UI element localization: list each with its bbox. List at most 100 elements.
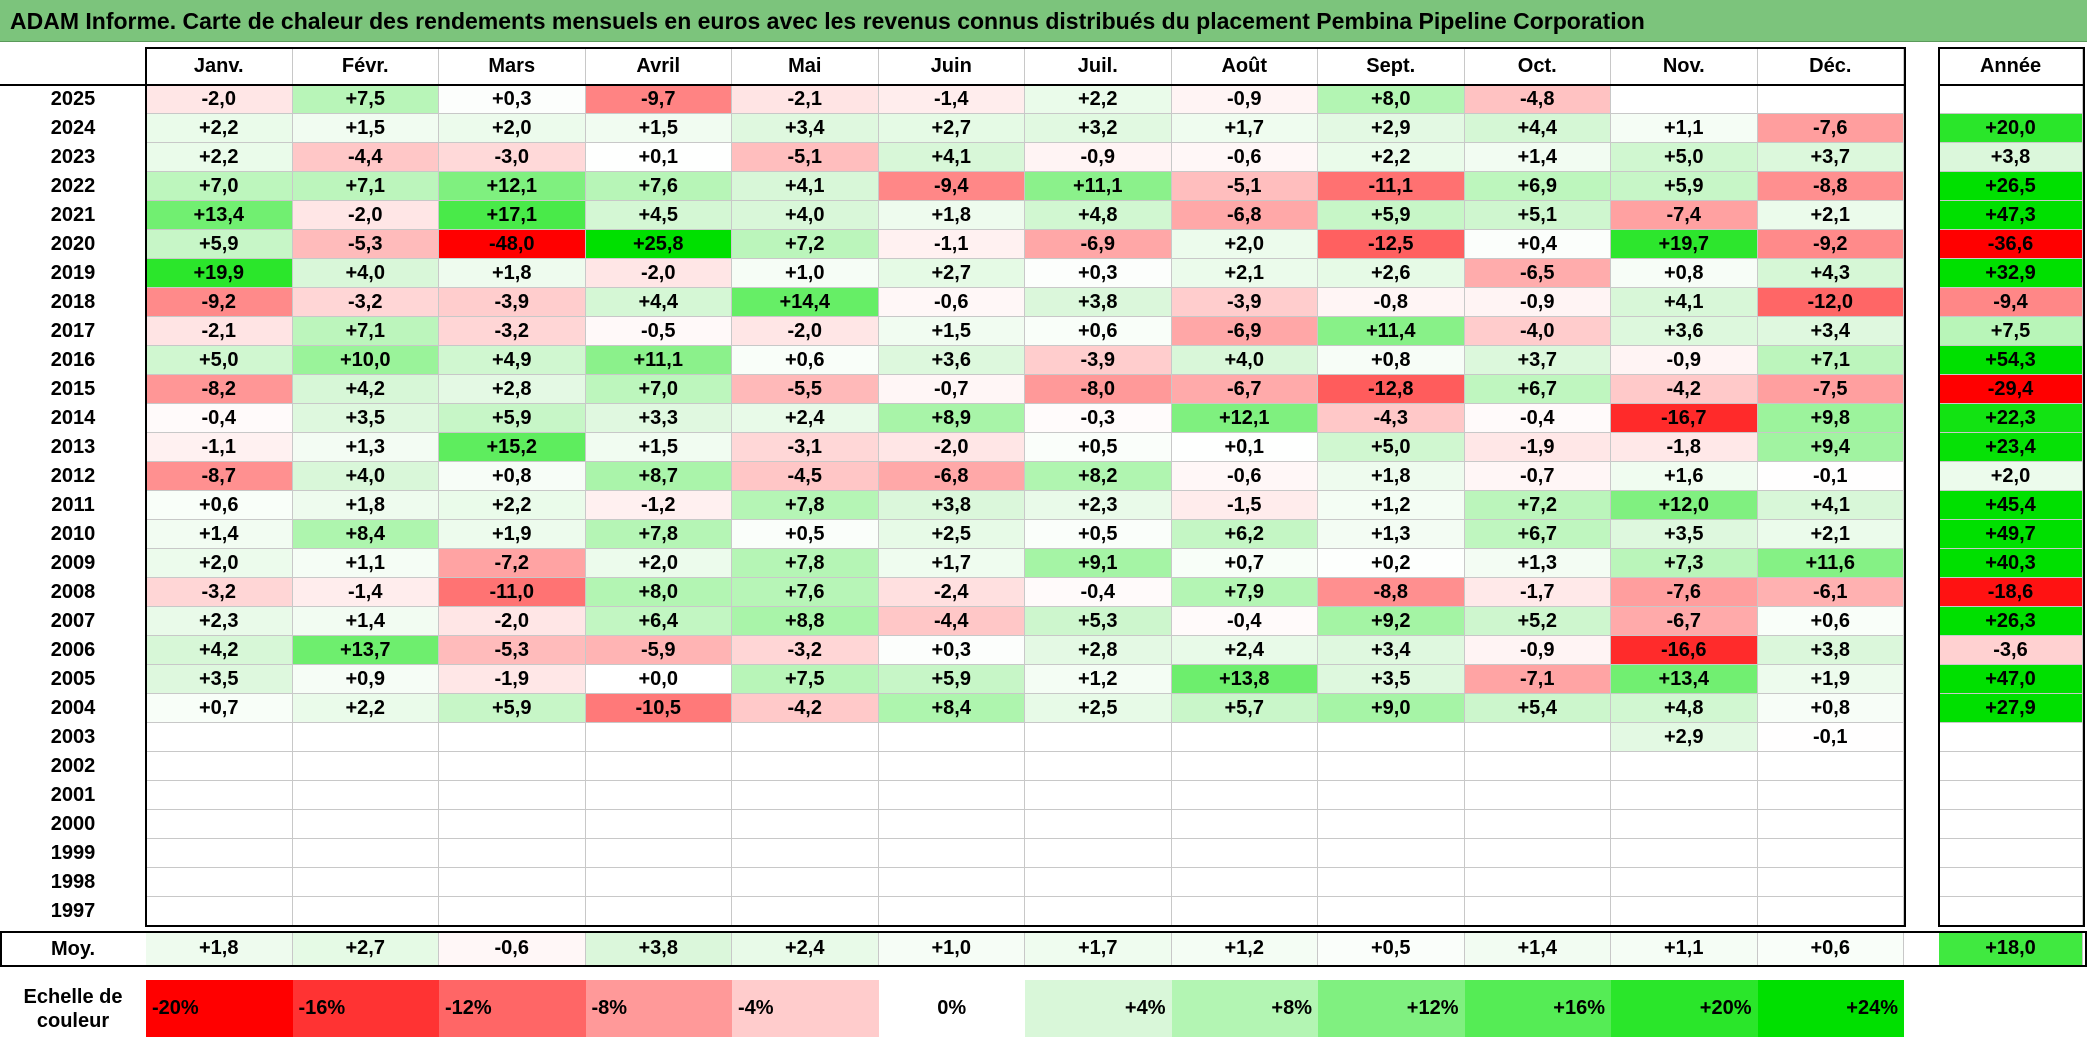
heatmap-cell: -1,8 <box>1611 433 1758 462</box>
year-label: 2002 <box>50 755 96 777</box>
heatmap-cell: +4,9 <box>439 346 586 375</box>
heatmap-cell: -6,5 <box>1464 259 1611 288</box>
heatmap-cell: -2,0 <box>439 607 586 636</box>
heatmap-cell: +3,3 <box>585 404 732 433</box>
heatmap-cell: -4,2 <box>732 694 879 723</box>
average-cell: +1,4 <box>1464 932 1611 966</box>
heatmap-cell: +2,1 <box>1757 201 1904 230</box>
heatmap-cell: +2,7 <box>878 259 1025 288</box>
heatmap-cell: -6,7 <box>1171 375 1318 404</box>
heatmap-cell: +13,4 <box>1611 665 1758 694</box>
heatmap-cell: +2,6 <box>1318 259 1465 288</box>
heatmap-cell: +0,8 <box>1611 259 1758 288</box>
annual-cell: +26,5 <box>1939 172 2083 201</box>
average-cell: +1,0 <box>878 932 1025 966</box>
column-header: Mars <box>439 48 586 84</box>
heatmap-cell: +1,4 <box>1464 143 1611 172</box>
year-label: 2024 <box>50 117 96 139</box>
heatmap-cell: +7,2 <box>732 230 879 259</box>
heatmap-cell: -5,5 <box>732 375 879 404</box>
heatmap-cell: -4,5 <box>732 462 879 491</box>
heatmap-cell: +4,1 <box>732 172 879 201</box>
heatmap-cell <box>878 897 1025 926</box>
heatmap-cell: +1,5 <box>585 114 732 143</box>
heatmap-cell <box>1171 723 1318 752</box>
heatmap-cell: +0,3 <box>439 85 586 114</box>
heatmap-cell: +7,3 <box>1611 549 1758 578</box>
heatmap-cell <box>1318 868 1465 897</box>
heatmap-cell <box>1464 810 1611 839</box>
heatmap-cell: -0,9 <box>1464 288 1611 317</box>
heatmap-cell <box>585 897 732 926</box>
heatmap-cell: +0,1 <box>585 143 732 172</box>
heatmap-cell <box>439 839 586 868</box>
heatmap-cell: +2,9 <box>1318 114 1465 143</box>
heatmap-cell <box>439 781 586 810</box>
heatmap-cell <box>1318 752 1465 781</box>
heatmap-cell: +2,2 <box>1025 85 1172 114</box>
heatmap-cell: +7,8 <box>732 491 879 520</box>
heatmap-cell: +2,0 <box>1171 230 1318 259</box>
heatmap-cell: +1,3 <box>292 433 439 462</box>
heatmap-cell: +2,9 <box>1611 723 1758 752</box>
heatmap-cell: +3,5 <box>292 404 439 433</box>
heatmap-cell: +5,2 <box>1464 607 1611 636</box>
heatmap-cell <box>1025 752 1172 781</box>
heatmap-cell: -9,2 <box>1757 230 1904 259</box>
heatmap-cell <box>1171 810 1318 839</box>
heatmap-cell: -2,0 <box>732 317 879 346</box>
heatmap-cell: -0,4 <box>1171 607 1318 636</box>
heatmap-cell: -0,4 <box>1464 404 1611 433</box>
heatmap-cell: +2,2 <box>292 694 439 723</box>
heatmap-cell: +2,7 <box>878 114 1025 143</box>
heatmap-cell <box>1611 85 1758 114</box>
header-underline <box>0 84 1906 86</box>
heatmap-cell: +4,8 <box>1025 201 1172 230</box>
heatmap-cell <box>1318 810 1465 839</box>
heatmap-cell: +5,0 <box>146 346 293 375</box>
heatmap-cell: +1,8 <box>292 491 439 520</box>
heatmap-cell: -0,1 <box>1757 723 1904 752</box>
heatmap-cell <box>439 752 586 781</box>
year-label: 2023 <box>50 146 96 168</box>
year-label: 2017 <box>50 320 96 342</box>
year-label: 2011 <box>51 494 95 516</box>
year-label: 1998 <box>50 871 96 893</box>
heatmap-cell: +1,8 <box>1318 462 1465 491</box>
heatmap-cell: -0,6 <box>878 288 1025 317</box>
annual-cell <box>1939 810 2083 839</box>
color-scale-cell: -20% <box>146 980 293 1037</box>
heatmap-cell: -8,7 <box>146 462 293 491</box>
year-label: 2018 <box>50 291 96 313</box>
color-scale-cell: -8% <box>585 980 732 1037</box>
heatmap-cell: +4,0 <box>1171 346 1318 375</box>
heatmap-cell: +3,5 <box>1611 520 1758 549</box>
heatmap-cell: +2,2 <box>146 114 293 143</box>
heatmap-cell: -6,9 <box>1025 230 1172 259</box>
year-label: 2006 <box>50 639 96 661</box>
annual-cell: -18,6 <box>1939 578 2083 607</box>
heatmap-cell: +7,5 <box>732 665 879 694</box>
heatmap-cell <box>585 752 732 781</box>
heatmap-cell: +6,7 <box>1464 375 1611 404</box>
heatmap-cell: +5,1 <box>1464 201 1611 230</box>
heatmap-cell: +5,7 <box>1171 694 1318 723</box>
color-scale-cell: -12% <box>439 980 586 1037</box>
heatmap-cell: +0,5 <box>1025 433 1172 462</box>
heatmap-cell: -4,8 <box>1464 85 1611 114</box>
heatmap-cell: -3,9 <box>1171 288 1318 317</box>
heatmap-cell: +8,8 <box>732 607 879 636</box>
heatmap-cell: -16,7 <box>1611 404 1758 433</box>
annual-cell: +23,4 <box>1939 433 2083 462</box>
heatmap-cell: -1,1 <box>878 230 1025 259</box>
heatmap-cell: -6,8 <box>878 462 1025 491</box>
heatmap-cell: +3,5 <box>146 665 293 694</box>
color-scale-cell: +24% <box>1757 980 1904 1037</box>
heatmap-cell: -1,7 <box>1464 578 1611 607</box>
heatmap-cell <box>732 810 879 839</box>
heatmap-cell <box>732 839 879 868</box>
average-cell: +1,8 <box>146 932 293 966</box>
heatmap-cell <box>146 781 293 810</box>
year-label: 2007 <box>50 610 96 632</box>
heatmap-cell: +13,4 <box>146 201 293 230</box>
